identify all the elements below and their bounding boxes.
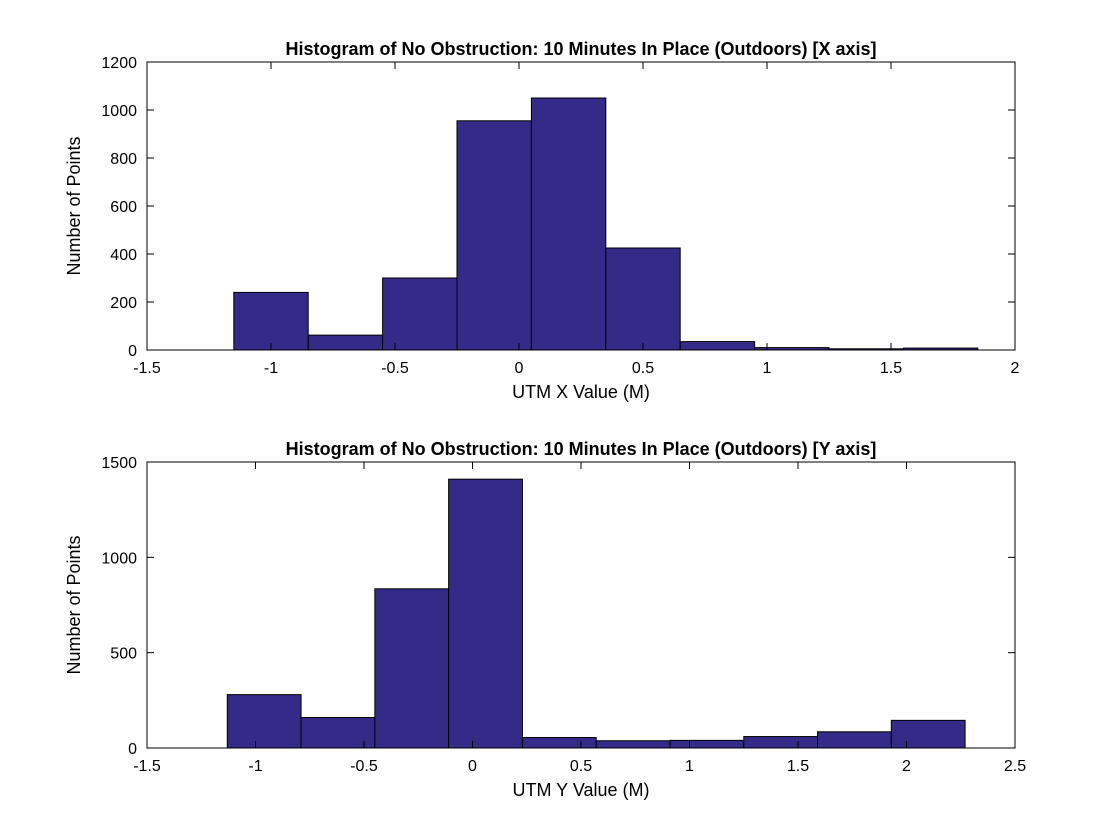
x-tick-label: 0.5 (570, 758, 592, 775)
x-tick-label: -0.5 (381, 360, 409, 377)
x-tick-label: 1 (685, 758, 694, 775)
histogram-bar (226, 694, 302, 749)
histogram-bar (448, 478, 523, 749)
histogram-bar (828, 348, 904, 351)
histogram-bar (233, 291, 309, 351)
x-tick-label: 0 (515, 360, 524, 377)
x-axis-label: UTM X Value (M) (512, 382, 650, 402)
histogram-bar (605, 247, 681, 351)
x-axis-label: UTM Y Value (M) (512, 780, 649, 800)
y-tick-label: 600 (110, 199, 137, 216)
x-tick-label: -1 (264, 360, 278, 377)
y-tick-label: 200 (110, 295, 137, 312)
y-tick-label: 0 (128, 741, 137, 758)
x-tick-label: -0.5 (350, 758, 378, 775)
x-tick-label: 2 (1011, 360, 1020, 377)
histogram-bar (890, 719, 966, 749)
y-tick-label: 800 (110, 151, 137, 168)
y-axis-label: Number of Points (64, 535, 84, 674)
y-axis-label: Number of Points (64, 136, 84, 275)
histogram-bar (743, 736, 819, 749)
chart-title: Histogram of No Obstruction: 10 Minutes … (285, 39, 876, 59)
x-tick-label: 1.5 (787, 758, 809, 775)
histogram-x-panel: Histogram of No Obstruction: 10 Minutes … (64, 39, 1020, 402)
x-tick-label: 1 (763, 360, 772, 377)
y-tick-label: 1200 (101, 55, 137, 72)
histogram-bar (382, 277, 458, 351)
histogram-bar (669, 739, 745, 749)
y-tick-label: 1000 (101, 550, 137, 567)
histogram-bar (307, 334, 384, 351)
histogram-bar (456, 120, 532, 351)
y-tick-label: 400 (110, 247, 137, 264)
histogram-bar (679, 341, 756, 351)
plot-area (146, 461, 1016, 749)
x-tick-label: 2.5 (1004, 758, 1026, 775)
chart-title: Histogram of No Obstruction: 10 Minutes … (286, 439, 877, 459)
x-tick-label: 1.5 (880, 360, 902, 377)
x-tick-label: 0.5 (632, 360, 654, 377)
histogram-bar (374, 588, 450, 749)
histogram-bar (595, 740, 671, 749)
x-tick-label: 0 (468, 758, 477, 775)
x-tick-label: 2 (902, 758, 911, 775)
histogram-bar (754, 347, 830, 351)
y-tick-label: 1000 (101, 103, 137, 120)
histogram-bar (530, 97, 607, 351)
histogram-bar (817, 731, 892, 749)
y-tick-label: 500 (110, 646, 137, 663)
y-tick-label: 1500 (101, 455, 137, 472)
x-tick-label: -1.5 (133, 758, 161, 775)
histogram-bar (521, 737, 597, 749)
y-tick-label: 0 (128, 343, 137, 360)
histogram-bar (300, 716, 376, 749)
histogram-bar (902, 347, 979, 351)
histogram-y-panel: Histogram of No Obstruction: 10 Minutes … (64, 439, 1026, 800)
x-tick-label: -1 (248, 758, 262, 775)
x-tick-label: -1.5 (133, 360, 161, 377)
